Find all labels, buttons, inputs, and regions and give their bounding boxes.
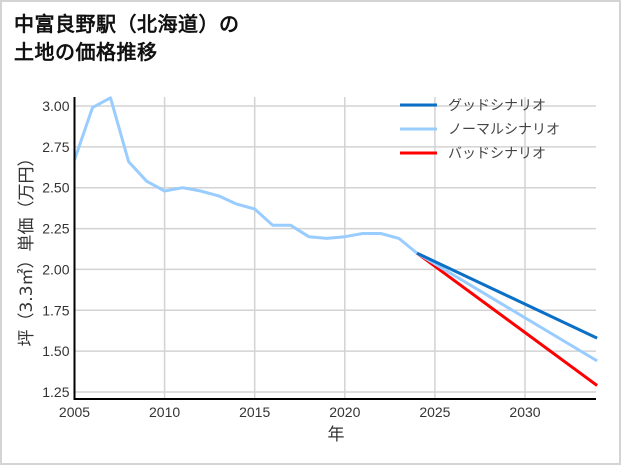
chart-title: 中富良野駅（北海道）の 土地の価格推移 xyxy=(14,10,240,66)
y-tick-label: 2.00 xyxy=(42,261,69,277)
tick-labels: 1.25 1.50 1.75 2.00 2.25 2.50 2.75 3.00 2005 2010… xyxy=(42,98,541,420)
y-tick-label: 2.50 xyxy=(42,180,69,196)
series-line-historical xyxy=(73,96,418,255)
x-tick-label: 2010 xyxy=(149,404,180,420)
y-tick-label: 1.75 xyxy=(42,302,69,318)
title-line-2: 土地の価格推移 xyxy=(14,40,158,64)
grid-lines xyxy=(74,97,596,399)
series-line-good xyxy=(416,251,598,340)
series-line-normal xyxy=(416,251,598,363)
x-axis-label: 年 xyxy=(328,425,345,445)
legend-label: バッドシナリオ xyxy=(448,146,546,162)
x-tick-label: 2025 xyxy=(419,404,450,420)
y-tick-label: 3.00 xyxy=(42,98,69,114)
data-lines xyxy=(73,96,598,387)
y-axis-label: 坪（3.3㎡）単価（万円） xyxy=(17,149,37,346)
x-tick-label: 2030 xyxy=(509,404,540,420)
x-tick-label: 2015 xyxy=(239,404,270,420)
legend-label: グッドシナリオ xyxy=(448,98,546,114)
legend-label: ノーマルシナリオ xyxy=(448,122,560,138)
axes xyxy=(73,97,596,400)
series-line-bad xyxy=(416,251,598,387)
y-tick-label: 2.25 xyxy=(42,221,69,237)
y-tick-label: 1.25 xyxy=(42,384,69,400)
x-tick-label: 2005 xyxy=(59,404,90,420)
title-line-1: 中富良野駅（北海道）の xyxy=(14,12,240,36)
y-tick-label: 2.75 xyxy=(42,139,69,155)
y-tick-label: 1.50 xyxy=(42,343,69,359)
x-tick-label: 2020 xyxy=(329,404,360,420)
